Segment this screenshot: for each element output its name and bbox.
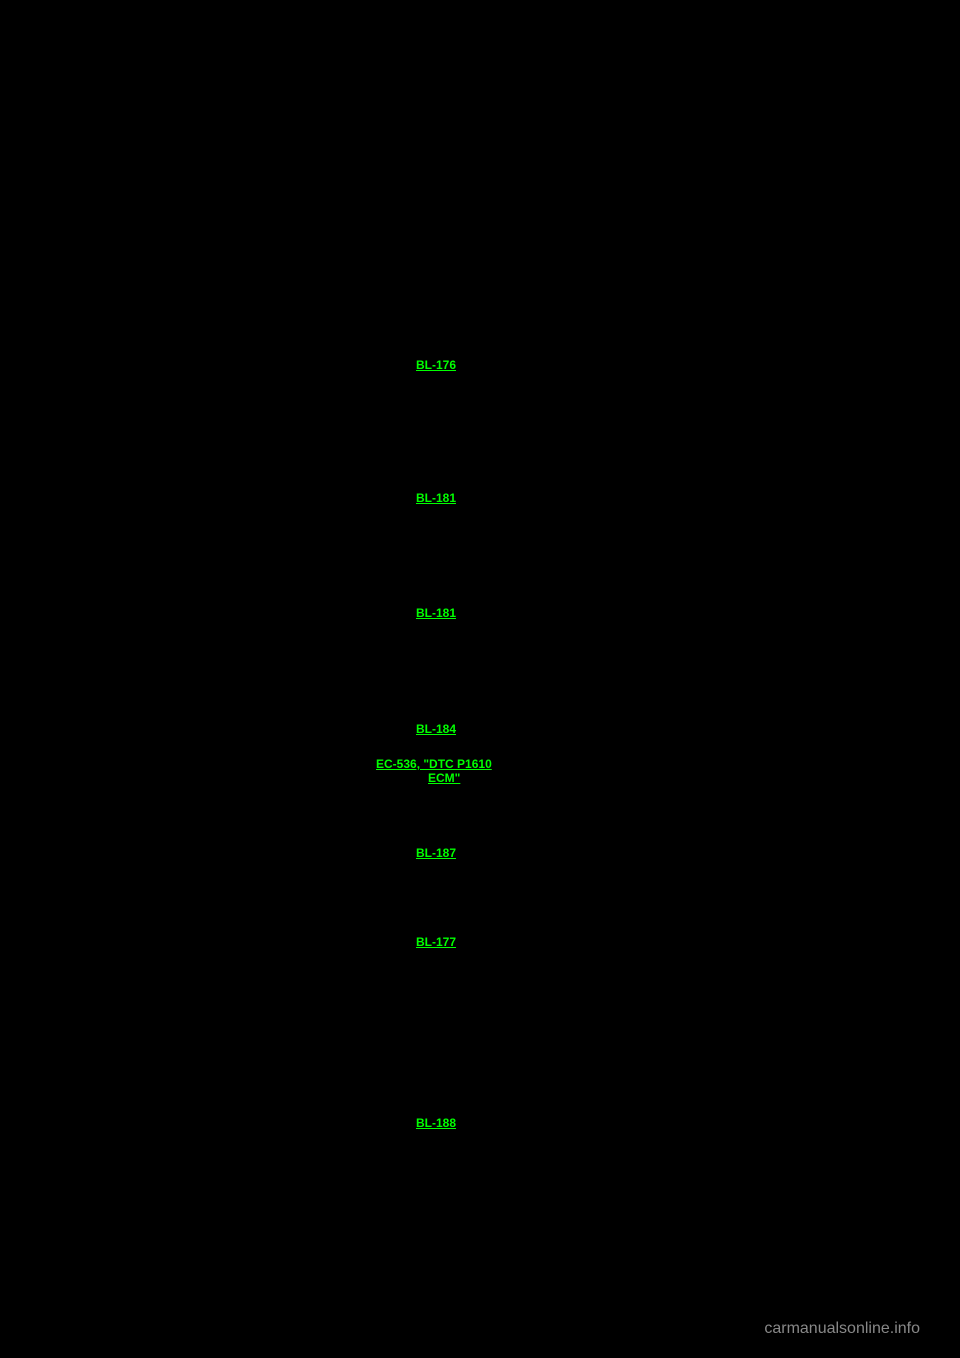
reference-link-bl177[interactable]: BL-177 <box>416 935 456 949</box>
reference-link-bl181-2[interactable]: BL-181 <box>416 606 456 620</box>
reference-link-bl184[interactable]: BL-184 <box>416 722 456 736</box>
reference-link-bl187[interactable]: BL-187 <box>416 846 456 860</box>
reference-link-ec536-line1[interactable]: EC-536, "DTC P1610 <box>376 757 492 771</box>
reference-link-bl176[interactable]: BL-176 <box>416 358 456 372</box>
reference-link-bl181-1[interactable]: BL-181 <box>416 491 456 505</box>
reference-link-bl188[interactable]: BL-188 <box>416 1116 456 1130</box>
watermark-text: carmanualsonline.info <box>764 1320 920 1338</box>
document-page: BL-176 BL-181 BL-181 BL-184 EC-536, "DTC… <box>0 0 960 1358</box>
reference-link-ec536-line2[interactable]: ECM" <box>428 771 460 785</box>
